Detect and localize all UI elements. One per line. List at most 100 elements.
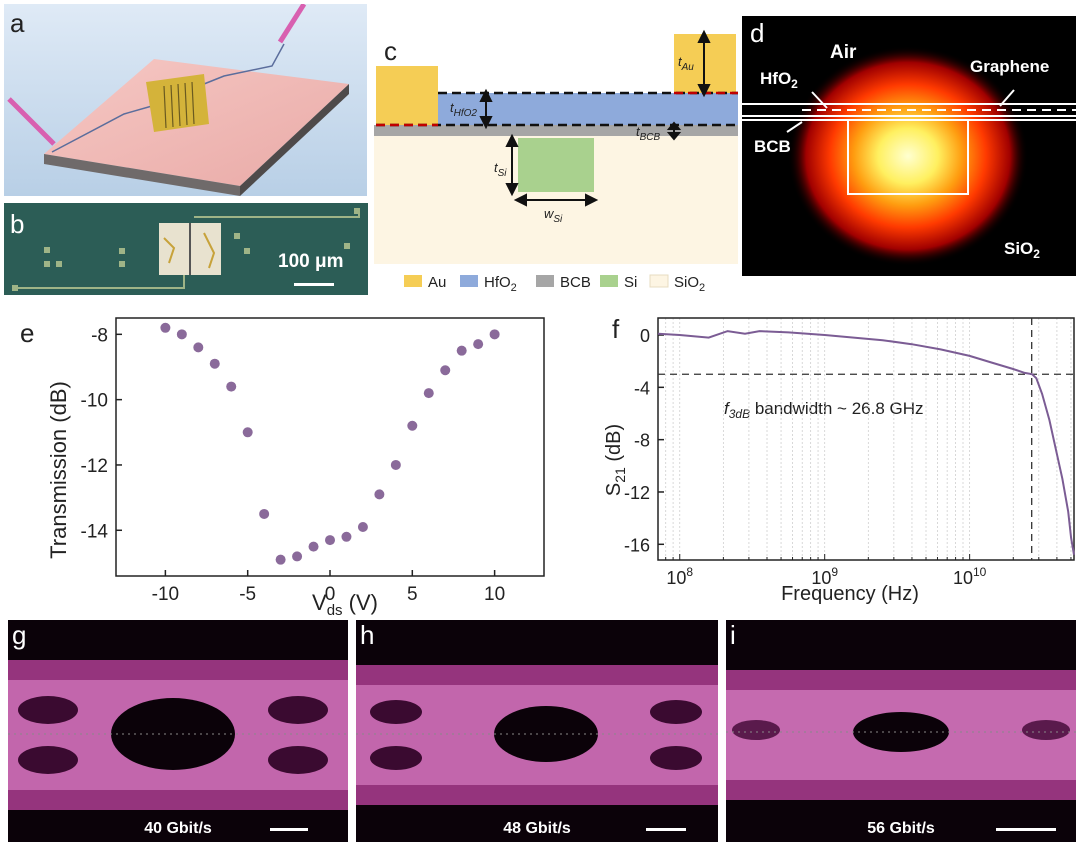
data-point bbox=[473, 339, 484, 350]
data-point bbox=[489, 329, 500, 340]
y-tick-label: -10 bbox=[81, 391, 108, 412]
label-hfo2: HfO2 bbox=[760, 69, 798, 91]
x-tick-label: -5 bbox=[239, 584, 256, 605]
y-tick-label: -16 bbox=[624, 535, 650, 555]
si-waveguide bbox=[518, 138, 594, 192]
x-tick-label: 108 bbox=[666, 565, 693, 588]
data-point bbox=[292, 551, 303, 562]
data-point bbox=[423, 388, 434, 399]
x-axis-label: Vds (V) bbox=[312, 590, 378, 618]
data-point bbox=[374, 489, 385, 500]
data-point bbox=[176, 329, 187, 340]
label-sio2: SiO2 bbox=[1004, 239, 1040, 261]
transmission-chart: e Transmission (dB) Vds (V) -10 -5 0 5 10 -8 -… bbox=[20, 317, 545, 618]
legend-swatch-sio2 bbox=[649, 274, 669, 288]
data-point bbox=[259, 508, 270, 519]
legend-sio2: SiO2 bbox=[674, 274, 705, 294]
x-axis-label: Frequency (Hz) bbox=[781, 583, 919, 605]
panel-label-d: d bbox=[750, 18, 765, 48]
y-tick-label: 0 bbox=[640, 326, 650, 346]
eye-diagram-40g bbox=[8, 620, 348, 842]
svg-text:wSi: wSi bbox=[544, 206, 563, 225]
data-point bbox=[341, 531, 352, 542]
legend-si: Si bbox=[624, 274, 637, 291]
legend-bcb: BCB bbox=[560, 274, 591, 291]
data-point bbox=[357, 522, 368, 533]
legend-swatch-si bbox=[600, 275, 618, 287]
scale-bar bbox=[646, 828, 686, 831]
x-tick-label: -10 bbox=[152, 584, 179, 605]
bcb-layer bbox=[374, 125, 738, 136]
plot-frame bbox=[657, 317, 1075, 561]
eye-opening bbox=[494, 706, 598, 762]
data-point bbox=[226, 381, 237, 392]
au-left bbox=[376, 66, 438, 125]
label-graphene: Graphene bbox=[970, 57, 1049, 76]
panel-label-b: b bbox=[10, 209, 25, 239]
data-point bbox=[209, 358, 220, 369]
data-point bbox=[308, 541, 319, 552]
data-point bbox=[407, 420, 418, 431]
data-point bbox=[440, 365, 451, 376]
waveguide bbox=[51, 103, 160, 153]
panel-e: e Transmission (dB) Vds (V) -10 -5 0 5 10 -8 -… bbox=[0, 300, 560, 618]
x-tick-label: 109 bbox=[811, 565, 838, 588]
svg-text:tSi: tSi bbox=[494, 160, 507, 179]
legend-swatch-au bbox=[404, 275, 422, 287]
y-tick-label: -8 bbox=[634, 431, 650, 451]
mode-profile: Air HfO2 Graphene BCB SiO2 bbox=[742, 16, 1076, 276]
panel-c: tAu tHfO2 tBCB tSi wSi Au HfO2 BCB Si Si… bbox=[374, 0, 740, 300]
output-fiber bbox=[277, 4, 307, 44]
data-point bbox=[242, 427, 253, 438]
x-tick-label: 10 bbox=[484, 584, 505, 605]
panel-g: g 40 Gbit/s bbox=[8, 620, 348, 842]
scale-bar-label: 100 μm bbox=[278, 251, 344, 272]
svg-text:tHfO2: tHfO2 bbox=[450, 100, 477, 119]
panel-b: b 100 μm bbox=[4, 203, 368, 295]
eye-diagram-56g bbox=[726, 620, 1076, 842]
material-legend: Au HfO2 BCB Si SiO2 bbox=[404, 274, 705, 294]
s21-series-line bbox=[657, 330, 1075, 555]
bit-rate-label: 56 Gbit/s bbox=[867, 820, 935, 837]
eye-opening bbox=[111, 698, 235, 770]
data-point bbox=[325, 535, 335, 546]
svg-text:tAu: tAu bbox=[678, 54, 694, 73]
y-tick-label: -4 bbox=[634, 378, 650, 398]
panel-i: i 56 Gbit/s bbox=[726, 620, 1076, 842]
legend-hfo2: HfO2 bbox=[484, 274, 517, 294]
x-tick-label: 1010 bbox=[953, 565, 987, 588]
bandwidth-annotation: f3dB bandwidth ~ 26.8 GHz bbox=[724, 399, 924, 421]
panel-label-c: c bbox=[384, 36, 397, 66]
data-point bbox=[193, 342, 204, 353]
bit-rate-label: 48 Gbit/s bbox=[503, 820, 571, 837]
microscope-image bbox=[4, 203, 368, 295]
label-bcb: BCB bbox=[754, 137, 791, 156]
panel-label-i: i bbox=[730, 620, 736, 650]
y-axis-label: S21 (dB) bbox=[603, 424, 628, 496]
svg-text:tBCB: tBCB bbox=[636, 124, 661, 143]
scale-bar bbox=[270, 828, 308, 831]
y-tick-label: -14 bbox=[81, 521, 109, 542]
scale-bar bbox=[996, 828, 1056, 831]
data-point bbox=[456, 345, 467, 356]
data-point bbox=[160, 322, 171, 333]
eye-diagram-48g bbox=[356, 620, 718, 842]
s21-chart: f S21 (dB) Frequency (Hz) f3dB bandwidth… bbox=[603, 314, 1075, 605]
label-air: Air bbox=[830, 42, 857, 63]
panel-label-e: e bbox=[20, 318, 34, 348]
data-point bbox=[275, 554, 286, 565]
legend-swatch-hfo2 bbox=[460, 275, 478, 287]
electrodes bbox=[146, 74, 209, 132]
panel-label-a: a bbox=[10, 8, 25, 38]
y-tick-label: -12 bbox=[81, 456, 108, 477]
panel-h: h 48 Gbit/s bbox=[356, 620, 718, 842]
panel-label-f: f bbox=[612, 314, 620, 344]
y-axis-label: Transmission (dB) bbox=[46, 381, 71, 559]
y-tick-label: -12 bbox=[624, 483, 650, 503]
bit-rate-label: 40 Gbit/s bbox=[144, 820, 212, 837]
panel-d: Air HfO2 Graphene BCB SiO2 d bbox=[742, 16, 1076, 276]
device-3d-render bbox=[4, 4, 367, 196]
cross-section-diagram: tAu tHfO2 tBCB tSi wSi Au HfO2 BCB Si Si… bbox=[374, 29, 738, 294]
x-tick-label: 5 bbox=[407, 584, 418, 605]
scale-bar bbox=[294, 283, 334, 286]
